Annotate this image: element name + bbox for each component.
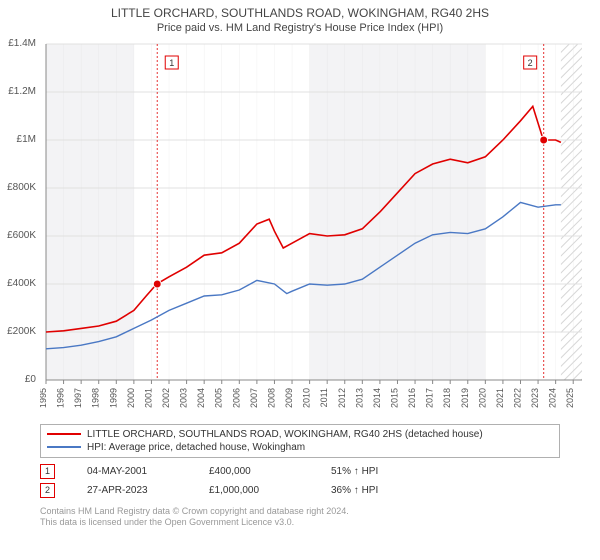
svg-text:2008: 2008: [266, 388, 276, 408]
svg-text:2023: 2023: [530, 388, 540, 408]
legend: LITTLE ORCHARD, SOUTHLANDS ROAD, WOKINGH…: [40, 424, 560, 458]
svg-text:1995: 1995: [40, 388, 48, 408]
chart-container: LITTLE ORCHARD, SOUTHLANDS ROAD, WOKINGH…: [0, 0, 600, 560]
marker-row-1: 1 04-MAY-2001 £400,000 51% ↑ HPI: [40, 462, 560, 481]
svg-text:2020: 2020: [477, 388, 487, 408]
y-tick-label: £800K: [7, 182, 36, 193]
legend-swatch-property: [47, 433, 81, 435]
y-tick-label: £200K: [7, 326, 36, 337]
marker-delta-2: 36% ↑ HPI: [331, 485, 421, 496]
legend-label-property: LITTLE ORCHARD, SOUTHLANDS ROAD, WOKINGH…: [87, 429, 483, 440]
svg-text:2011: 2011: [319, 388, 329, 407]
svg-text:2005: 2005: [214, 388, 224, 408]
svg-text:2009: 2009: [284, 388, 294, 408]
footnote-line2: This data is licensed under the Open Gov…: [40, 517, 560, 529]
svg-text:2018: 2018: [442, 388, 452, 408]
svg-text:1999: 1999: [108, 388, 118, 408]
chart-subtitle: Price paid vs. HM Land Registry's House …: [0, 22, 600, 38]
svg-text:2016: 2016: [407, 388, 417, 408]
footnote-line1: Contains HM Land Registry data © Crown c…: [40, 506, 560, 518]
y-tick-label: £0: [25, 374, 36, 385]
svg-text:2006: 2006: [231, 388, 241, 408]
y-tick-label: £1.4M: [8, 38, 36, 49]
svg-text:2002: 2002: [161, 388, 171, 408]
svg-text:2004: 2004: [196, 388, 206, 408]
marker-price-2: £1,000,000: [209, 485, 299, 496]
svg-text:1: 1: [169, 58, 174, 68]
marker-price-1: £400,000: [209, 466, 299, 477]
svg-text:2010: 2010: [302, 388, 312, 408]
marker-date-2: 27-APR-2023: [87, 485, 177, 496]
marker-badge-2: 2: [40, 483, 55, 498]
line-chart-svg: 1995 1996 1997 1998 1999 2000 2001 2002 2003 2004…: [40, 38, 588, 418]
svg-text:2001: 2001: [143, 388, 153, 408]
y-tick-label: £1M: [17, 134, 36, 145]
legend-swatch-hpi: [47, 446, 81, 448]
legend-item-hpi: HPI: Average price, detached house, Woki…: [47, 441, 553, 454]
footnote: Contains HM Land Registry data © Crown c…: [40, 506, 560, 529]
chart-plot-area: 1995 1996 1997 1998 1999 2000 2001 2002 2003 2004…: [40, 38, 588, 418]
svg-text:2024: 2024: [548, 388, 558, 408]
svg-text:2003: 2003: [179, 388, 189, 408]
chart-title: LITTLE ORCHARD, SOUTHLANDS ROAD, WOKINGH…: [0, 0, 600, 22]
legend-label-hpi: HPI: Average price, detached house, Woki…: [87, 442, 305, 453]
svg-text:2022: 2022: [512, 388, 522, 408]
marker-table: 1 04-MAY-2001 £400,000 51% ↑ HPI 2 27-AP…: [40, 462, 560, 500]
svg-text:2015: 2015: [389, 388, 399, 408]
svg-text:2025: 2025: [565, 388, 575, 408]
marker-delta-1: 51% ↑ HPI: [331, 466, 421, 477]
marker-row-2: 2 27-APR-2023 £1,000,000 36% ↑ HPI: [40, 481, 560, 500]
svg-text:1998: 1998: [91, 388, 101, 408]
marker-date-1: 04-MAY-2001: [87, 466, 177, 477]
svg-text:1997: 1997: [73, 388, 83, 408]
y-tick-label: £600K: [7, 230, 36, 241]
marker-badge-1: 1: [40, 464, 55, 479]
y-tick-label: £1.2M: [8, 86, 36, 97]
svg-text:2021: 2021: [495, 388, 505, 408]
svg-text:2: 2: [528, 58, 533, 68]
y-tick-label: £400K: [7, 278, 36, 289]
svg-text:2019: 2019: [460, 388, 470, 408]
legend-item-property: LITTLE ORCHARD, SOUTHLANDS ROAD, WOKINGH…: [47, 428, 553, 441]
svg-text:2012: 2012: [337, 388, 347, 408]
svg-text:1996: 1996: [56, 388, 66, 408]
svg-text:2013: 2013: [354, 388, 364, 408]
svg-text:2017: 2017: [425, 388, 435, 408]
svg-text:2007: 2007: [249, 388, 259, 408]
svg-text:2000: 2000: [126, 388, 136, 408]
svg-text:2014: 2014: [372, 388, 382, 408]
